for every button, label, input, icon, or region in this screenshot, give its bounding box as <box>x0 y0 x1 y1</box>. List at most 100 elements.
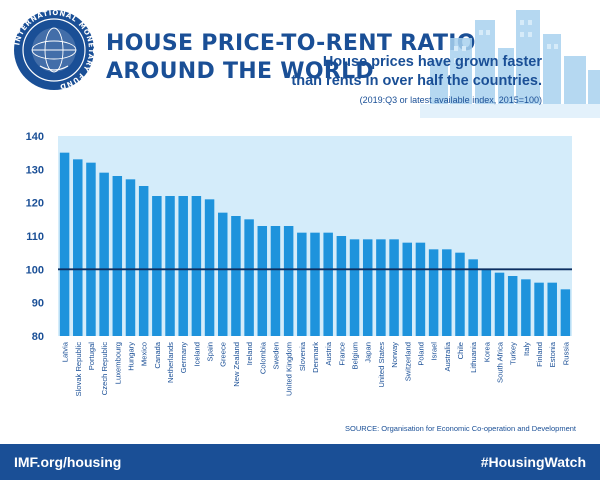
x-tick-label: France <box>337 342 346 366</box>
x-tick-label: Korea <box>482 341 491 362</box>
x-tick-label: Lithuania <box>469 341 478 373</box>
bar <box>73 159 83 336</box>
y-tick-label: 80 <box>32 331 44 343</box>
bar <box>59 152 70 336</box>
x-tick-label: Iceland <box>192 342 201 367</box>
x-tick-label: Turkey <box>509 342 518 365</box>
footer-link[interactable]: IMF.org/housing <box>14 454 122 470</box>
x-tick-label: United Kingdom <box>285 342 294 396</box>
bar <box>389 239 399 336</box>
y-tick-label: 90 <box>32 298 44 310</box>
bar <box>428 249 439 336</box>
bar <box>507 276 518 336</box>
x-tick-label: Ireland <box>245 342 254 365</box>
bar <box>547 282 557 336</box>
annotation-line-2: than rents in over half the countries. <box>291 73 542 89</box>
x-tick-label: Germany <box>179 342 188 373</box>
imf-seal-icon: INTERNATIONAL MONETARY FUND <box>13 9 94 91</box>
annotation-headline: House prices have grown faster than rent… <box>222 53 542 91</box>
x-tick-label: Czech Republic <box>100 342 109 395</box>
footer-hashtag: #HousingWatch <box>480 454 586 470</box>
bar <box>494 272 505 336</box>
bar <box>415 242 426 336</box>
x-tick-label: Australia <box>443 341 452 371</box>
x-tick-label: Sweden <box>271 342 280 369</box>
x-tick-label: Japan <box>364 342 373 363</box>
x-tick-label: Israel <box>430 342 439 361</box>
bar <box>455 252 465 336</box>
bar <box>191 196 202 336</box>
bar <box>468 259 478 336</box>
source-note: SOURCE: Organisation for Economic Co-ope… <box>345 424 576 433</box>
x-tick-label: Portugal <box>87 342 96 371</box>
y-tick-label: 110 <box>26 231 44 243</box>
x-tick-label: Canada <box>153 341 162 368</box>
x-tick-label: Norway <box>390 342 399 368</box>
bar <box>138 186 149 336</box>
x-tick-label: Switzerland <box>403 342 412 381</box>
bar <box>481 269 492 336</box>
x-tick-label: Latvia <box>61 341 70 362</box>
footer: IMF.org/housing #HousingWatch <box>0 444 600 480</box>
bar <box>152 196 162 336</box>
x-tick-label: South Africa <box>496 341 505 383</box>
x-tick-label: Finland <box>535 342 544 367</box>
city-skyline-icon <box>420 10 600 118</box>
x-tick-label: Estonia <box>548 341 557 367</box>
x-tick-label: Netherlands <box>166 342 175 383</box>
x-tick-label: Slovak Republic <box>74 342 83 397</box>
bar <box>336 236 347 336</box>
bar <box>204 199 215 336</box>
bar <box>244 219 254 336</box>
annotation-line-1: House prices have grown faster <box>322 54 542 70</box>
bar <box>560 289 571 336</box>
bar <box>376 239 386 336</box>
bar <box>178 196 188 336</box>
bar <box>270 226 281 336</box>
y-tick-label: 120 <box>26 198 44 210</box>
bar <box>442 249 452 336</box>
bar <box>402 242 413 336</box>
y-tick-label: 140 <box>26 131 44 143</box>
bar <box>165 196 175 336</box>
x-tick-label: Hungary <box>126 342 135 371</box>
bar <box>217 212 228 336</box>
bar <box>283 226 294 336</box>
bar <box>99 172 109 336</box>
x-tick-label: New Zealand <box>232 342 241 387</box>
x-tick-label: Italy <box>522 342 531 356</box>
header: INTERNATIONAL MONETARY FUND HOUSE PRICE-… <box>0 0 600 118</box>
x-tick-label: Mexico <box>140 342 149 366</box>
bar <box>521 279 531 336</box>
bar <box>323 232 333 336</box>
x-tick-label: Luxembourg <box>113 342 122 384</box>
bar <box>231 216 241 336</box>
x-tick-label: Denmark <box>311 342 320 373</box>
title-line-2: AROUND THE WORLD <box>106 59 374 84</box>
bar <box>297 232 307 336</box>
x-tick-label: Greece <box>219 342 228 367</box>
x-tick-label: Austria <box>324 341 333 365</box>
x-tick-label: Slovenia <box>298 341 307 371</box>
bar-chart: 80 90 100 110 120 130 140 Latvia Slovak Republic… <box>26 131 572 397</box>
x-tick-label: Colombia <box>258 341 267 374</box>
bar <box>257 226 268 336</box>
bar <box>86 162 96 336</box>
x-tick-label: Spain <box>206 342 215 361</box>
title-line-1: HOUSE PRICE-TO-RENT RATIO <box>106 31 476 56</box>
bar <box>125 179 136 336</box>
bar <box>534 282 544 336</box>
x-tick-label: United States <box>377 342 386 388</box>
y-tick-label: 100 <box>26 264 44 276</box>
x-tick-label: Russia <box>561 341 570 365</box>
annotation-note: (2019:Q3 or latest available index, 2015… <box>359 95 542 105</box>
x-tick-label: Belgium <box>351 342 360 369</box>
bar <box>362 239 373 336</box>
y-tick-label: 130 <box>26 164 44 176</box>
bar <box>112 176 123 336</box>
x-tick-label: Chile <box>456 342 465 359</box>
bar <box>310 232 320 336</box>
page-title: HOUSE PRICE-TO-RENT RATIO AROUND THE WOR… <box>106 30 476 86</box>
bar <box>349 239 360 336</box>
x-tick-label: Poland <box>416 342 425 366</box>
